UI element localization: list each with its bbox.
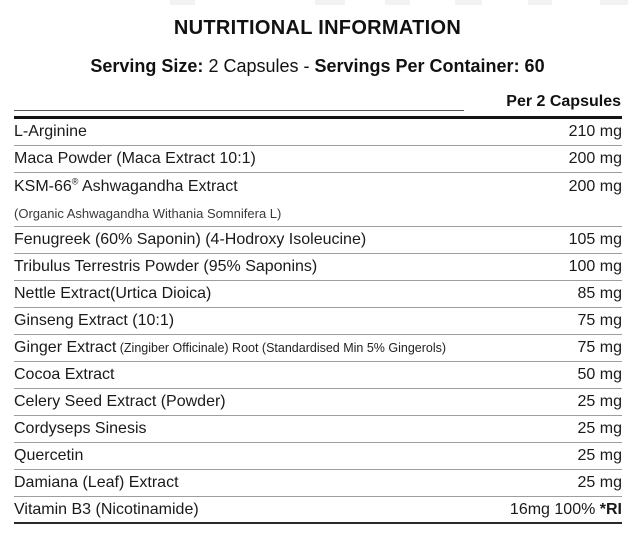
ingredient-name-detail: (Zingiber Officinale) Root (Standardised… [116, 341, 447, 355]
ingredient-row: L-Arginine 210 mg [14, 119, 622, 146]
ingredient-row: Tribulus Terrestris Powder (95% Saponins… [14, 254, 622, 281]
ingredient-row: Vitamin B3 (Nicotinamide) 16mg 100% *RI [14, 497, 622, 524]
ingredient-amount: 200 mg [568, 150, 622, 167]
ingredient-name: L-Arginine [14, 123, 87, 140]
column-header-row: Per 2 Capsules [14, 77, 622, 119]
serving-size-label: Serving Size: [90, 56, 204, 76]
ingredient-name: Maca Powder (Maca Extract 10:1) [14, 150, 256, 167]
ingredient-amount: 25 mg [577, 393, 622, 410]
ingredient-amount: 100 mg [568, 258, 622, 275]
column-header-label: Per 2 Capsules [506, 93, 621, 110]
serving-size-value: 2 Capsules [208, 56, 299, 76]
ingredient-name: Ginseng Extract (10:1) [14, 312, 175, 329]
page-title: NUTRITIONAL INFORMATION [173, 17, 462, 39]
ingredient-amount: 25 mg [577, 447, 622, 464]
serving-dash: - [303, 56, 310, 76]
ingredient-row: Ginseng Extract (10:1) 75 mg [14, 308, 622, 335]
header-thin-rule [14, 110, 464, 111]
ingredient-name: Nettle Extract(Urtica Dioica) [14, 285, 212, 302]
ingredient-row: Nettle Extract(Urtica Dioica) 85 mg [14, 281, 622, 308]
ingredient-row: Fenugreek (60% Saponin) (4-Hodroxy Isole… [14, 227, 622, 254]
ri-marker: *RI [599, 500, 622, 518]
servings-per-container: Servings Per Container: 60 [314, 56, 545, 76]
ingredient-row: Ginger Extract (Zingiber Officinale) Roo… [14, 335, 622, 362]
ingredient-name: KSM-66® Ashwagandha Extract [14, 176, 238, 195]
ingredient-name: Ginger Extract (Zingiber Officinale) Roo… [14, 339, 447, 356]
ingredient-row: Cordyseps Sinesis 25 mg [14, 416, 622, 443]
ingredient-name: Celery Seed Extract (Powder) [14, 393, 226, 410]
ingredient-name: Fenugreek (60% Saponin) (4-Hodroxy Isole… [14, 231, 367, 248]
ingredient-amount: 75 mg [577, 339, 622, 356]
scan-artifact [385, 0, 410, 5]
ingredient-amount: 85 mg [577, 285, 622, 302]
registered-trademark-symbol: ® [71, 176, 79, 187]
scan-artifact [170, 0, 195, 5]
ingredient-row: KSM-66® Ashwagandha Extract 200 mg [14, 173, 622, 200]
ingredient-name: Cocoa Extract [14, 366, 115, 383]
ingredient-subtext: (Organic Ashwagandha Withania Somnifera … [14, 200, 622, 227]
ingredient-row: Cocoa Extract 50 mg [14, 362, 622, 389]
ingredient-amount: 25 mg [577, 420, 622, 437]
ingredient-amount: 25 mg [577, 474, 622, 491]
ingredient-name: Tribulus Terrestris Powder (95% Saponins… [14, 258, 318, 275]
ingredient-amount: 105 mg [568, 231, 622, 248]
ingredient-name: Damiana (Leaf) Extract [14, 474, 179, 491]
scan-artifact [455, 0, 482, 5]
scan-artifact [315, 0, 345, 5]
serving-info-line: Serving Size: 2 Capsules - Servings Per … [0, 56, 635, 77]
ingredient-name: Quercetin [14, 447, 84, 464]
scan-artifact [600, 0, 628, 5]
ingredient-name: Vitamin B3 (Nicotinamide) [14, 500, 199, 518]
ingredient-amount: 16mg 100% *RI [509, 500, 622, 518]
ingredient-amount: 210 mg [568, 123, 622, 140]
ingredient-row: Quercetin 25 mg [14, 443, 622, 470]
ingredient-row: Maca Powder (Maca Extract 10:1) 200 mg [14, 146, 622, 173]
ingredient-row: Celery Seed Extract (Powder) 25 mg [14, 389, 622, 416]
ingredient-amount: 75 mg [577, 312, 622, 329]
ingredient-row: Damiana (Leaf) Extract 25 mg [14, 470, 622, 497]
ingredient-amount: 50 mg [577, 366, 622, 383]
ingredients-table: L-Arginine 210 mg Maca Powder (Maca Extrac… [14, 119, 622, 524]
ingredient-name: Cordyseps Sinesis [14, 420, 147, 437]
ingredient-amount: 200 mg [568, 177, 622, 195]
scan-artifact [528, 0, 552, 5]
